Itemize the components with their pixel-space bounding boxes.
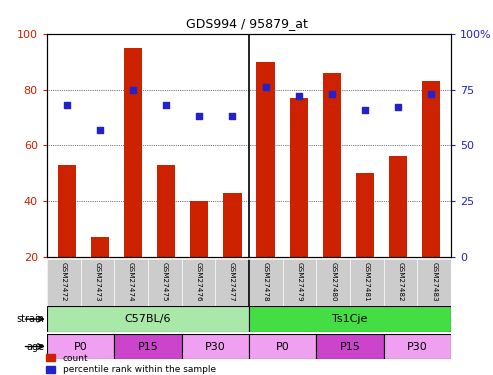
Text: Ts1Cje: Ts1Cje	[332, 314, 368, 324]
Text: P30: P30	[407, 342, 428, 351]
Point	[129, 87, 137, 93]
Text: strain: strain	[16, 314, 44, 324]
Text: GDS994 / 95879_at: GDS994 / 95879_at	[185, 17, 308, 30]
Text: GSM27476: GSM27476	[195, 262, 202, 302]
Text: P30: P30	[205, 342, 226, 351]
Bar	[323, 73, 341, 257]
Bar	[249, 306, 451, 332]
Text: GSM27480: GSM27480	[330, 262, 336, 302]
Point	[394, 104, 402, 110]
Text: GSM27481: GSM27481	[364, 262, 370, 302]
Point	[295, 93, 303, 99]
Bar	[58, 165, 76, 257]
Bar	[249, 334, 317, 359]
Bar	[389, 156, 407, 257]
Text: P15: P15	[138, 342, 158, 351]
Text: GSM27474: GSM27474	[128, 262, 134, 302]
Text: GSM27472: GSM27472	[61, 262, 67, 302]
Legend: count, percentile rank within the sample: count, percentile rank within the sample	[46, 354, 216, 374]
Bar	[157, 165, 175, 257]
Point	[63, 102, 70, 108]
Text: GSM27475: GSM27475	[162, 262, 168, 302]
Bar	[422, 81, 440, 257]
Bar	[190, 201, 209, 257]
Text: GSM27479: GSM27479	[296, 262, 303, 302]
Bar	[124, 48, 142, 257]
Bar	[47, 306, 249, 332]
Text: GSM27483: GSM27483	[431, 262, 437, 302]
Bar	[91, 237, 109, 257]
Point	[96, 127, 104, 133]
Bar	[317, 334, 384, 359]
Point	[427, 91, 435, 97]
Text: GSM27482: GSM27482	[397, 262, 404, 302]
Point	[328, 91, 336, 97]
Text: P15: P15	[340, 342, 360, 351]
Text: GSM27473: GSM27473	[94, 262, 101, 302]
Point	[195, 113, 203, 119]
Text: P0: P0	[276, 342, 289, 351]
Point	[162, 102, 170, 108]
Text: C57BL/6: C57BL/6	[125, 314, 171, 324]
Bar	[114, 334, 181, 359]
Text: P0: P0	[73, 342, 87, 351]
Point	[361, 106, 369, 112]
Point	[262, 84, 270, 90]
Bar	[256, 62, 275, 257]
Bar	[223, 193, 242, 257]
Point	[228, 113, 236, 119]
Text: GSM27478: GSM27478	[263, 262, 269, 302]
Bar	[289, 98, 308, 257]
Bar	[181, 334, 249, 359]
Bar	[47, 334, 114, 359]
Text: age: age	[26, 342, 44, 351]
Text: GSM27477: GSM27477	[229, 262, 235, 302]
Bar	[384, 334, 451, 359]
Bar	[356, 173, 374, 257]
